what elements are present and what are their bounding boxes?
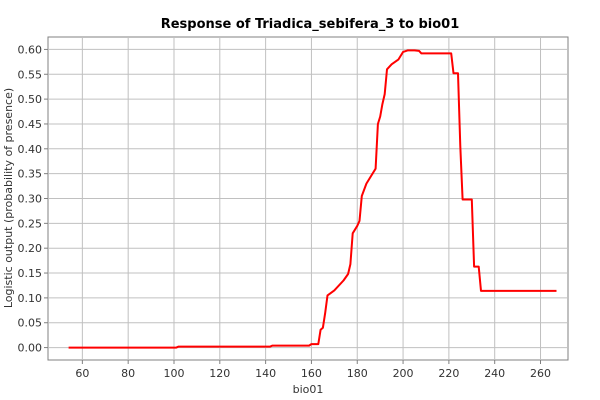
y-axis-label: Logistic output (probability of presence… bbox=[2, 88, 15, 308]
x-tick-label: 60 bbox=[75, 367, 89, 380]
y-axis-ticks: 0.00 0.05 0.10 0.15 0.20 0.25 0.30 0.35 0.40 0.45… bbox=[18, 43, 48, 355]
y-tick-label: 0.30 bbox=[18, 193, 43, 206]
y-tick-label: 0.10 bbox=[18, 292, 43, 305]
y-tick-label: 0.00 bbox=[18, 342, 43, 355]
x-tick-label: 140 bbox=[255, 367, 276, 380]
y-gridlines bbox=[48, 48, 568, 349]
x-tick-label: 100 bbox=[163, 367, 184, 380]
x-axis-ticks: 60 80 100 120 140 160 180 200 220 240 260 bbox=[75, 360, 551, 380]
y-tick-label: 0.50 bbox=[18, 93, 43, 106]
x-tick-label: 160 bbox=[301, 367, 322, 380]
x-axis-label: bio01 bbox=[293, 383, 324, 396]
y-tick-label: 0.05 bbox=[18, 317, 43, 330]
x-tick-label: 240 bbox=[484, 367, 505, 380]
response-curve bbox=[68, 49, 557, 349]
x-tick-label: 120 bbox=[209, 367, 230, 380]
y-tick-label: 0.20 bbox=[18, 242, 43, 255]
x-tick-label: 180 bbox=[347, 367, 368, 380]
x-tick-label: 220 bbox=[438, 367, 459, 380]
x-tick-label: 80 bbox=[121, 367, 135, 380]
series-layer bbox=[68, 49, 557, 349]
y-tick-label: 0.60 bbox=[18, 43, 43, 56]
x-tick-label: 260 bbox=[530, 367, 551, 380]
y-tick-label: 0.15 bbox=[18, 267, 43, 280]
y-tick-label: 0.35 bbox=[18, 168, 43, 181]
y-tick-label: 0.45 bbox=[18, 118, 43, 131]
x-tick-label: 200 bbox=[393, 367, 414, 380]
y-tick-label: 0.55 bbox=[18, 68, 43, 81]
y-tick-label: 0.40 bbox=[18, 143, 43, 156]
y-tick-label: 0.25 bbox=[18, 217, 43, 230]
chart-title: Response of Triadica_sebifera_3 to bio01 bbox=[161, 17, 460, 32]
